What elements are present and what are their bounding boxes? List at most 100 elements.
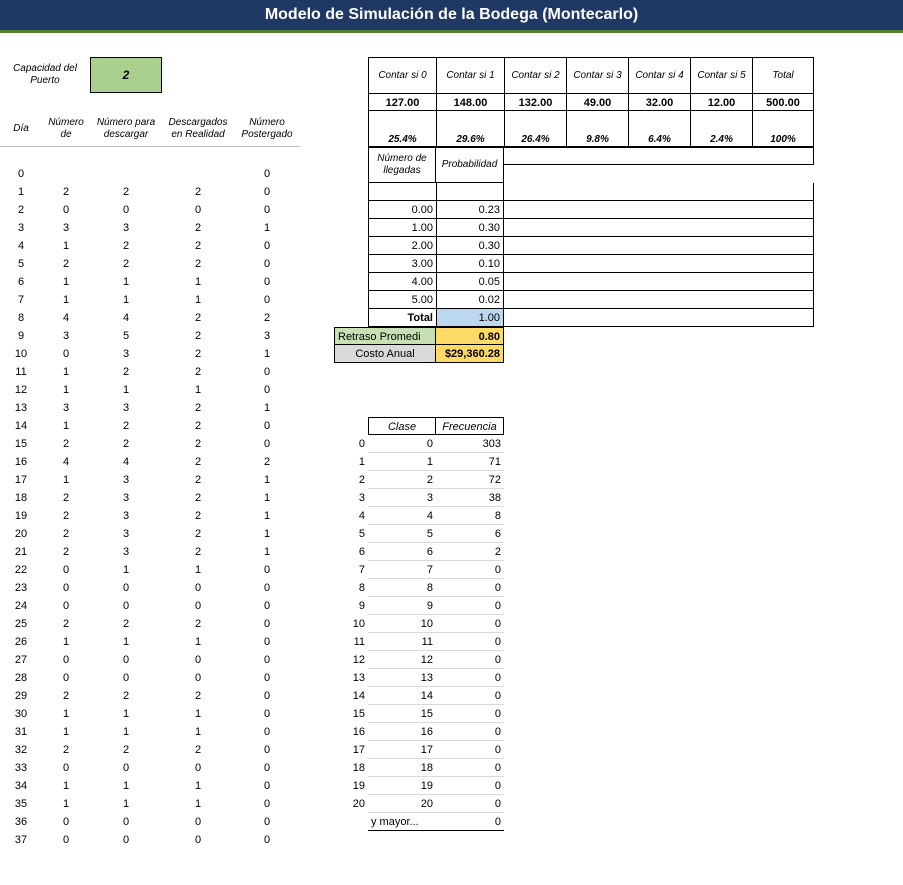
sim-cell: 2 (162, 525, 234, 543)
sim-cell: 1 (234, 525, 300, 543)
sim-header: Día (0, 111, 42, 147)
freq-val: 0 (436, 597, 504, 615)
sim-cell: 0 (42, 597, 90, 615)
freq-index: 1 (334, 453, 368, 471)
freq-class: 9 (368, 597, 436, 615)
prob-total-label: Total (368, 309, 436, 327)
prob-value: 0.10 (436, 255, 504, 273)
sim-cell: 0 (234, 615, 300, 633)
freq-val: 0 (436, 705, 504, 723)
sim-cell: 19 (0, 507, 42, 525)
sim-cell: 36 (0, 813, 42, 831)
sim-cell: 2 (90, 363, 162, 381)
prob-llegadas: 5.00 (368, 291, 436, 309)
sim-cell: 2 (162, 237, 234, 255)
sim-cell: 24 (0, 597, 42, 615)
count-pct: 2.4% (690, 111, 752, 147)
sim-cell: 1 (162, 561, 234, 579)
sim-cell: 2 (162, 507, 234, 525)
count-value: 49.00 (566, 93, 628, 111)
sim-cell: 2 (42, 489, 90, 507)
prob-header-llegadas: Número de llegadas (368, 147, 436, 183)
sim-cell: 0 (234, 273, 300, 291)
freq-class: 7 (368, 561, 436, 579)
freq-class: 11 (368, 633, 436, 651)
sim-cell: 0 (42, 201, 90, 219)
sim-cell: 0 (234, 633, 300, 651)
sim-cell: 3 (90, 507, 162, 525)
sim-cell: 2 (42, 255, 90, 273)
freq-class: 12 (368, 651, 436, 669)
sim-cell: 1 (90, 795, 162, 813)
sim-cell: 2 (90, 255, 162, 273)
sim-cell: 2 (162, 489, 234, 507)
freq-class: 10 (368, 615, 436, 633)
sim-cell: 0 (234, 651, 300, 669)
freq-val: 0 (436, 651, 504, 669)
freq-val: 0 (436, 687, 504, 705)
sim-cell: 1 (234, 543, 300, 561)
sim-cell: 0 (90, 831, 162, 849)
prob-header-prob: Probabilidad (436, 147, 504, 183)
sim-cell: 20 (0, 525, 42, 543)
count-pct: 25.4% (368, 111, 436, 147)
freq-index: 3 (334, 489, 368, 507)
count-value: 132.00 (504, 93, 566, 111)
sim-cell: 1 (234, 489, 300, 507)
freq-class: y mayor... (368, 813, 436, 831)
sim-cell: 5 (0, 255, 42, 273)
sim-cell: 1 (42, 237, 90, 255)
sim-cell: 0 (234, 669, 300, 687)
sim-cell: 2 (162, 453, 234, 471)
sim-cell: 1 (162, 291, 234, 309)
freq-class: 16 (368, 723, 436, 741)
freq-val: 71 (436, 453, 504, 471)
count-pct: 100% (752, 111, 814, 147)
sim-cell: 0 (162, 597, 234, 615)
sim-cell: 0 (42, 759, 90, 777)
sim-cell: 29 (0, 687, 42, 705)
freq-val: 2 (436, 543, 504, 561)
sim-cell: 30 (0, 705, 42, 723)
sim-cell: 0 (42, 651, 90, 669)
sim-cell: 12 (0, 381, 42, 399)
sim-cell: 2 (234, 309, 300, 327)
sim-cell: 3 (90, 543, 162, 561)
retraso-value: 0.80 (436, 327, 504, 345)
sim-cell: 1 (0, 183, 42, 201)
count-value: 127.00 (368, 93, 436, 111)
sim-cell: 13 (0, 399, 42, 417)
sim-cell: 2 (162, 417, 234, 435)
sim-cell: 0 (234, 255, 300, 273)
sim-cell: 0 (234, 813, 300, 831)
sim-cell: 34 (0, 777, 42, 795)
sim-cell: 2 (162, 471, 234, 489)
sim-cell: 1 (90, 381, 162, 399)
sim-cell: 0 (234, 579, 300, 597)
freq-val: 0 (436, 579, 504, 597)
prob-value: 0.05 (436, 273, 504, 291)
sim-cell: 5 (90, 327, 162, 345)
sim-cell: 2 (162, 615, 234, 633)
sim-cell: 3 (234, 327, 300, 345)
freq-index: 14 (334, 687, 368, 705)
sim-cell: 0 (0, 165, 42, 183)
count-pct: 9.8% (566, 111, 628, 147)
sim-cell: 2 (162, 309, 234, 327)
freq-val: 0 (436, 777, 504, 795)
count-pct: 26.4% (504, 111, 566, 147)
sim-cell: 1 (90, 777, 162, 795)
sim-cell: 3 (90, 525, 162, 543)
sim-cell: 0 (234, 381, 300, 399)
freq-index: 0 (334, 435, 368, 453)
sim-cell: 2 (162, 345, 234, 363)
sim-cell: 0 (90, 201, 162, 219)
sim-cell (42, 165, 90, 183)
prob-llegadas: 4.00 (368, 273, 436, 291)
sim-cell: 0 (234, 363, 300, 381)
sim-cell: 2 (162, 543, 234, 561)
sim-cell: 25 (0, 615, 42, 633)
sim-cell: 3 (42, 327, 90, 345)
sim-cell: 1 (42, 381, 90, 399)
sim-cell: 1 (162, 633, 234, 651)
